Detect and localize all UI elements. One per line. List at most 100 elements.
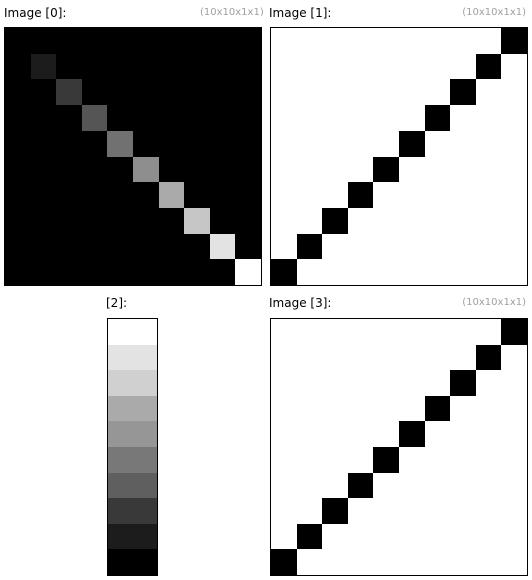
pixel-cell xyxy=(373,79,400,106)
pixel-cell xyxy=(424,395,452,423)
panel-0-title: Image [0]: xyxy=(4,6,67,20)
pixel-cell xyxy=(56,130,83,158)
pixel-cell xyxy=(235,53,261,81)
pixel-cell xyxy=(501,105,527,132)
pixel-cell xyxy=(108,319,157,346)
pixel-cell xyxy=(475,523,503,551)
pixel-cell xyxy=(5,182,32,209)
pixel-cell xyxy=(424,259,452,285)
pixel-cell xyxy=(399,28,426,55)
pixel-cell xyxy=(399,319,426,346)
pixel-cell xyxy=(322,472,349,500)
pixel-cell xyxy=(209,53,237,81)
pixel-cell xyxy=(30,233,58,261)
image-1-canvas[interactable] xyxy=(270,27,528,286)
pixel-cell xyxy=(56,53,83,81)
pixel-cell xyxy=(347,523,375,551)
image-0-canvas[interactable] xyxy=(4,27,262,286)
pixel-cell xyxy=(296,472,324,500)
pixel-cell xyxy=(475,259,503,285)
pixel-cell xyxy=(347,156,375,183)
pixel-cell xyxy=(501,523,527,551)
pixel-cell xyxy=(501,447,527,474)
pixel-cell xyxy=(347,28,375,55)
pixel-cell xyxy=(81,156,109,183)
pixel-cell xyxy=(5,105,32,132)
pixel-cell xyxy=(209,182,237,209)
pixel-cell xyxy=(133,105,160,132)
pixel-cell xyxy=(424,549,452,575)
pixel-cell xyxy=(56,79,83,106)
pixel-cell xyxy=(501,421,527,448)
pixel-cell xyxy=(271,549,298,575)
pixel-cell xyxy=(373,319,400,346)
pixel-cell xyxy=(450,259,477,285)
pixel-cell xyxy=(5,207,32,235)
pixel-cell xyxy=(322,259,349,285)
pixel-cell xyxy=(108,344,157,372)
pixel-cell xyxy=(271,130,298,158)
pixel-cell xyxy=(424,472,452,500)
pixel-cell xyxy=(322,421,349,448)
pixel-cell xyxy=(271,79,298,106)
pixel-cell xyxy=(271,156,298,183)
pixel-cell xyxy=(107,105,134,132)
pixel-cell xyxy=(209,105,237,132)
pixel-cell xyxy=(271,472,298,500)
pixel-cell xyxy=(184,105,211,132)
pixel-cell xyxy=(501,130,527,158)
pixel-cell xyxy=(158,53,186,81)
pixel-cell xyxy=(107,130,134,158)
pixel-cell xyxy=(501,370,527,397)
pixel-cell xyxy=(5,130,32,158)
pixel-cell xyxy=(209,259,237,285)
pixel-cell xyxy=(373,447,400,474)
pixel-cell xyxy=(501,319,527,346)
pixel-cell xyxy=(424,370,452,397)
pixel-cell xyxy=(56,182,83,209)
pixel-cell xyxy=(107,28,134,55)
pixel-cell xyxy=(450,53,477,81)
pixel-cell xyxy=(209,207,237,235)
pixel-cell xyxy=(209,156,237,183)
pixel-cell xyxy=(296,549,324,575)
pixel-cell xyxy=(501,233,527,261)
pixel-cell xyxy=(424,79,452,106)
pixel-cell xyxy=(424,344,452,372)
pixel-cell xyxy=(235,79,261,106)
image-2-canvas[interactable] xyxy=(107,318,158,576)
pixel-cell xyxy=(322,233,349,261)
pixel-cell xyxy=(399,182,426,209)
pixel-cell xyxy=(133,53,160,81)
pixel-cell xyxy=(271,344,298,372)
pixel-cell xyxy=(107,182,134,209)
pixel-cell xyxy=(184,53,211,81)
pixel-cell xyxy=(271,28,298,55)
pixel-cell xyxy=(30,259,58,285)
pixel-cell xyxy=(501,182,527,209)
pixel-cell xyxy=(107,53,134,81)
pixel-cell xyxy=(475,370,503,397)
pixel-cell xyxy=(399,207,426,235)
pixel-cell xyxy=(158,156,186,183)
pixel-cell xyxy=(450,156,477,183)
pixel-cell xyxy=(450,523,477,551)
pixel-cell xyxy=(296,28,324,55)
pixel-cell xyxy=(347,395,375,423)
pixel-cell xyxy=(271,395,298,423)
pixel-cell xyxy=(475,344,503,372)
pixel-cell xyxy=(56,259,83,285)
image-3-canvas[interactable] xyxy=(270,318,528,576)
pixel-cell xyxy=(475,53,503,81)
pixel-cell xyxy=(322,130,349,158)
pixel-cell xyxy=(373,344,400,372)
pixel-cell xyxy=(373,259,400,285)
pixel-cell xyxy=(424,105,452,132)
pixel-cell xyxy=(271,370,298,397)
pixel-cell xyxy=(56,207,83,235)
pixel-cell xyxy=(322,523,349,551)
pixel-cell xyxy=(271,259,298,285)
pixel-cell xyxy=(450,207,477,235)
pixel-cell xyxy=(450,182,477,209)
pixel-cell xyxy=(133,207,160,235)
